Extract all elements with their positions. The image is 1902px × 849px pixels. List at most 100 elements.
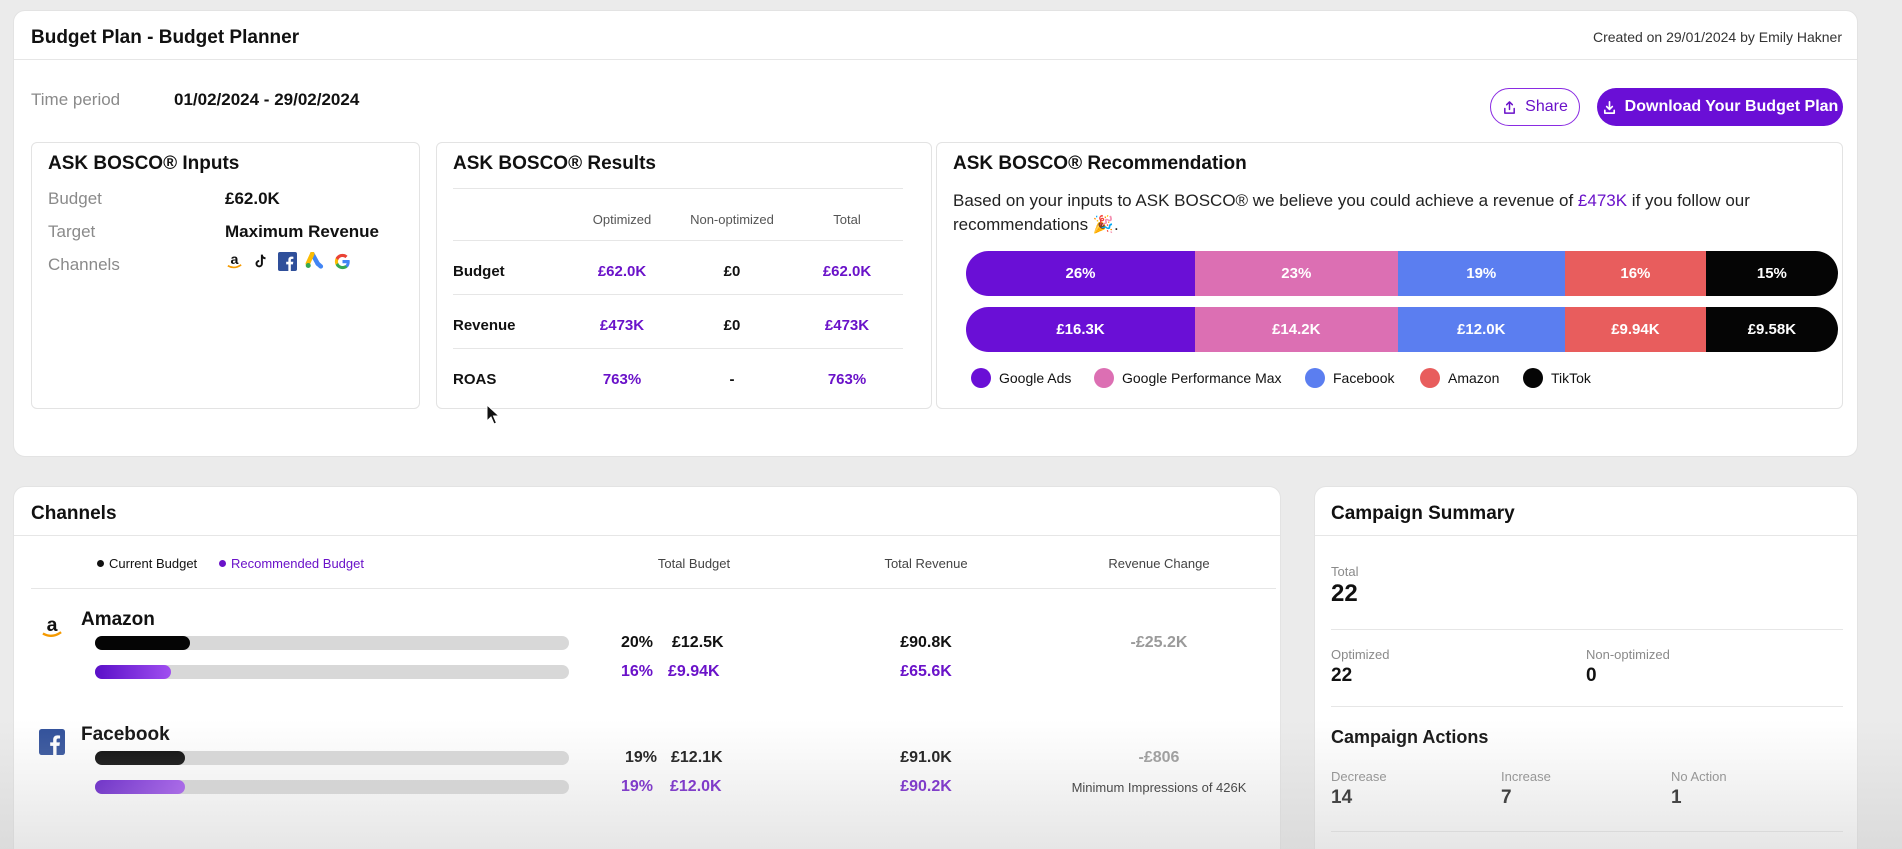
results-optimized-value: £62.0K <box>597 263 647 280</box>
legend-facebook: Facebook <box>1305 368 1394 388</box>
percent-split-segment: 15% <box>1705 251 1838 296</box>
channel-name: Facebook <box>81 724 170 745</box>
svg-text:a: a <box>231 252 240 268</box>
recommended-budget-value: £12.0K <box>670 778 722 795</box>
recommended-budget-value: £9.94K <box>668 663 720 680</box>
results-header-divider <box>453 240 903 241</box>
recommendation-text-after: if you follow our recommendations 🎉. <box>953 191 1750 234</box>
legend-dot <box>1420 368 1440 388</box>
current-budget-fill <box>95 751 186 765</box>
channel-row[interactable]: a Amazon 20% £12.5K 16% £9.94K £90.8K £6… <box>14 597 1282 707</box>
revenue-change: -£25.2K <box>1130 634 1188 651</box>
share-button[interactable]: Share <box>1490 88 1580 126</box>
current-budget-track <box>95 751 569 765</box>
target-label: Target <box>48 222 96 241</box>
total-value: 22 <box>1331 580 1358 607</box>
revenue-change-note: Minimum Impressions of 426K <box>1071 780 1247 795</box>
results-optimized-value: £473K <box>599 317 645 334</box>
current-budget-fill <box>95 636 190 650</box>
recommended-budget-track <box>95 665 569 679</box>
budget-plan-card: Budget Plan - Budget Planner Created on … <box>13 10 1858 457</box>
campaign-summary-title: Campaign Summary <box>1331 503 1515 524</box>
tiktok-icon <box>255 254 266 268</box>
time-period-value[interactable]: 01/02/2024 - 29/02/2024 <box>174 90 360 109</box>
download-label: Download Your Budget Plan <box>1624 98 1839 115</box>
percent-split-segment: 23% <box>1195 251 1398 296</box>
summary-divider <box>1315 535 1857 536</box>
increase-value: 7 <box>1501 787 1512 808</box>
results-row-label: Revenue <box>453 317 516 334</box>
legend-google-ads: Google Ads <box>971 368 1071 388</box>
legend-current-budget: Current Budget <box>97 556 197 571</box>
legend-dot <box>97 560 104 567</box>
created-info: Created on 29/01/2024 by Emily Hakner <box>1592 29 1842 45</box>
results-divider <box>453 188 903 189</box>
percent-split-segment: 16% <box>1564 251 1706 296</box>
col-revenue-change: Revenue Change <box>1108 556 1210 571</box>
non-optimized-value: 0 <box>1586 665 1597 686</box>
recommended-budget-track <box>95 780 569 794</box>
share-icon <box>1504 100 1516 114</box>
percent-split-segment: 26% <box>966 251 1195 296</box>
value-split-segment: £14.2K <box>1195 307 1398 352</box>
target-value: Maximum Revenue <box>225 222 379 241</box>
results-row-label: ROAS <box>453 371 497 388</box>
legend-dot <box>1523 368 1543 388</box>
results-row-divider <box>453 348 903 349</box>
legend-label: Amazon <box>1448 370 1500 386</box>
download-budget-plan-button[interactable]: Download Your Budget Plan <box>1597 88 1843 126</box>
facebook-icon <box>39 729 65 755</box>
channels-title: Channels <box>31 503 117 524</box>
value-split-bar: £16.3K £14.2K £12.0K £9.94K £9.58K <box>966 307 1838 352</box>
value-split-segment: £9.58K <box>1705 307 1838 352</box>
actions-divider <box>1331 831 1843 832</box>
results-total-value: 763% <box>827 371 867 388</box>
revenue-change: -£806 <box>1138 749 1180 766</box>
results-row-label: Budget <box>453 263 505 280</box>
col-total: Total <box>833 212 861 227</box>
inputs-panel: ASK BOSCO® Inputs Budget £62.0K Target M… <box>31 142 420 409</box>
legend-tiktok: TikTok <box>1523 368 1591 388</box>
recommendation-text: Based on your inputs to ASK BOSCO® we be… <box>953 189 1823 237</box>
results-row-divider <box>453 294 903 295</box>
channels-label: Channels <box>48 255 120 274</box>
amazon-icon: a <box>42 614 62 637</box>
header-divider <box>14 59 1857 60</box>
page-title: Budget Plan - Budget Planner <box>31 27 300 48</box>
budget-label: Budget <box>48 189 102 208</box>
legend-label: Google Ads <box>999 370 1072 386</box>
current-budget-pct: 20% <box>621 634 654 651</box>
increase-label: Increase <box>1501 769 1551 784</box>
recommendation-title: ASK BOSCO® Recommendation <box>953 153 1247 174</box>
results-total-value: £473K <box>824 317 870 334</box>
channel-name: Amazon <box>81 609 155 630</box>
legend-dot <box>1305 368 1325 388</box>
current-budget-value: £12.1K <box>671 749 723 766</box>
recommended-revenue: £90.2K <box>900 778 952 795</box>
current-revenue: £90.8K <box>900 634 952 651</box>
legend-label: TikTok <box>1551 370 1591 386</box>
legend-dot <box>971 368 991 388</box>
share-label: Share <box>1525 98 1568 115</box>
channel-row[interactable]: Facebook 19% £12.1K 19% £12.0K £91.0K £9… <box>14 712 1282 822</box>
current-revenue: £91.0K <box>900 749 952 766</box>
value-split-segment: £9.94K <box>1564 307 1706 352</box>
legend-recommended-budget: Recommended Budget <box>219 556 364 571</box>
channels-card: Channels Current Budget Recommended Budg… <box>13 486 1281 849</box>
google-ads-icon <box>305 252 324 269</box>
results-total-value: £62.0K <box>822 263 872 280</box>
results-panel: ASK BOSCO® Results Optimized Non-optimiz… <box>436 142 932 409</box>
legend-amazon: Amazon <box>1420 368 1499 388</box>
decrease-label: Decrease <box>1331 769 1387 784</box>
no-action-value: 1 <box>1671 787 1682 808</box>
results-non-optimized-value: £0 <box>723 317 741 334</box>
legend-label: Facebook <box>1333 370 1395 386</box>
non-optimized-label: Non-optimized <box>1586 647 1670 662</box>
inputs-title: ASK BOSCO® Inputs <box>48 153 240 174</box>
optimized-label: Optimized <box>1331 647 1390 662</box>
legend-dot <box>1094 368 1114 388</box>
results-optimized-value: 763% <box>602 371 642 388</box>
total-divider <box>1331 629 1843 630</box>
col-total-budget: Total Budget <box>657 556 731 571</box>
results-non-optimized-value: £0 <box>723 263 741 280</box>
